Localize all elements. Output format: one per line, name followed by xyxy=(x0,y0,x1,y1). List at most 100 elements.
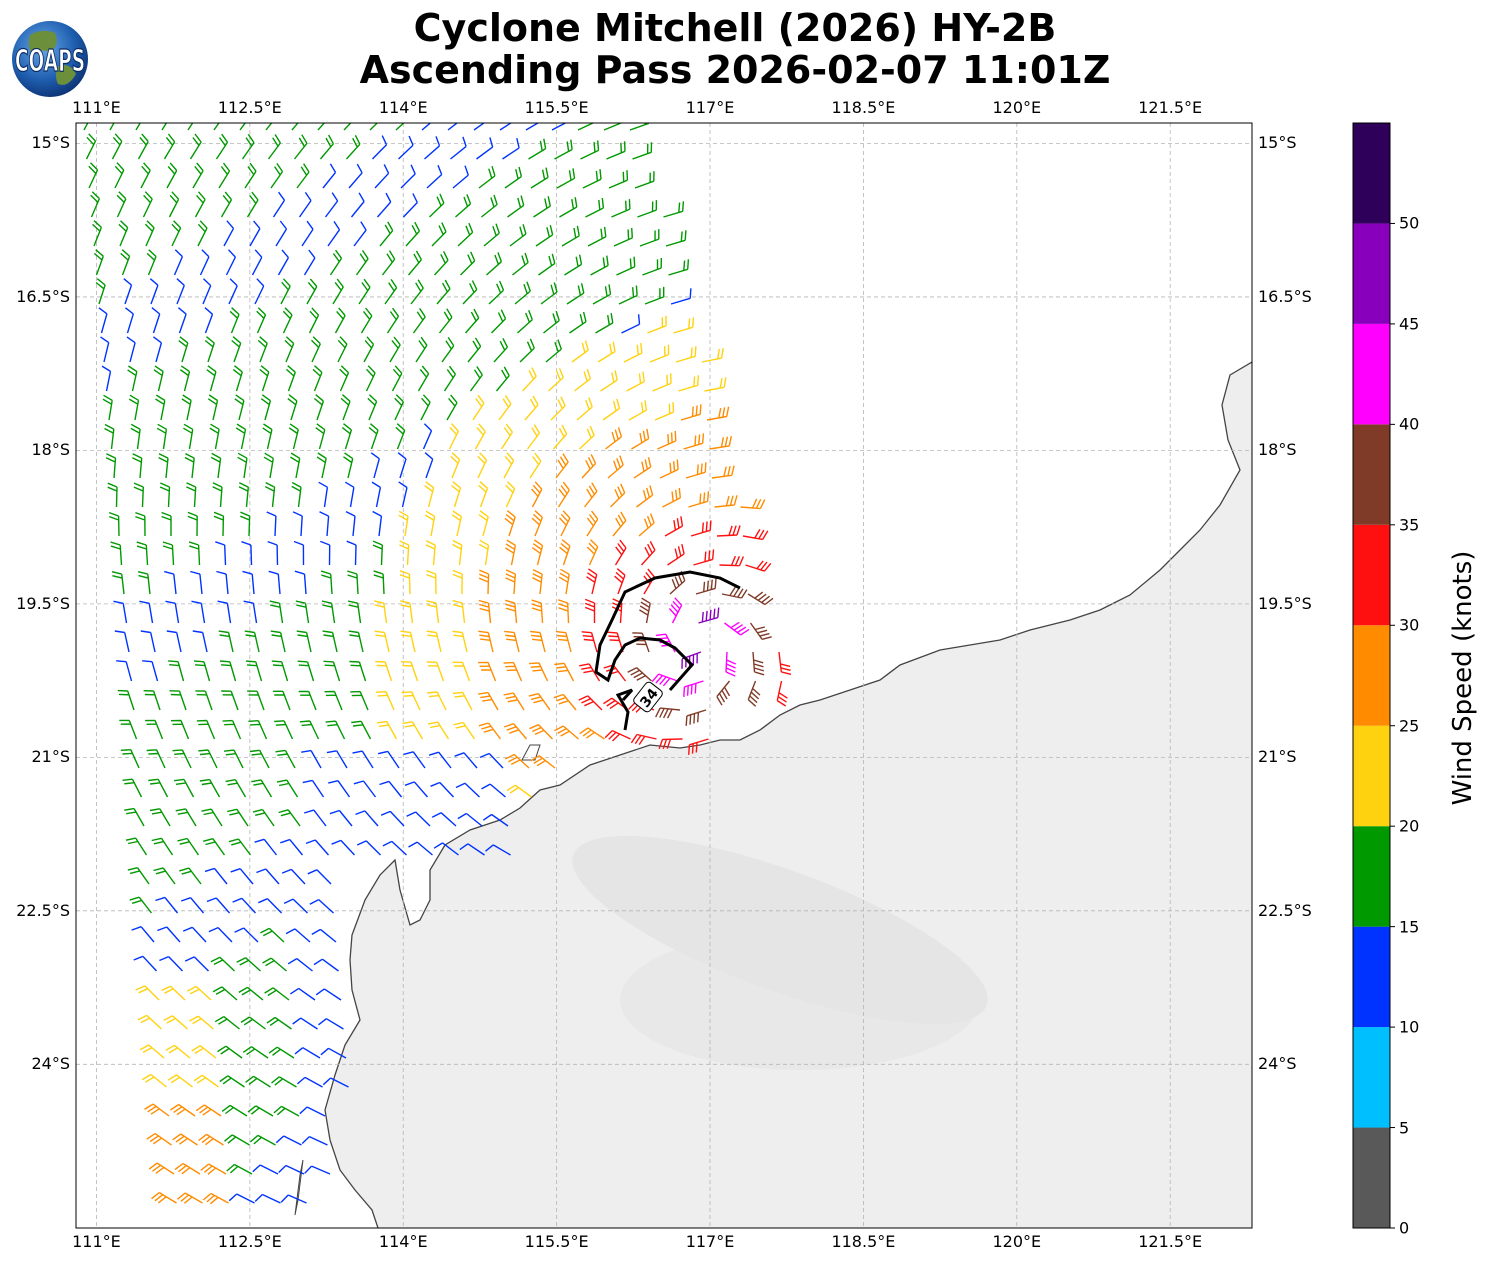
wind-barb xyxy=(612,511,627,537)
wind-barb xyxy=(252,1164,279,1175)
wind-barb xyxy=(604,729,631,742)
wind-barb xyxy=(168,191,180,218)
wind-barb xyxy=(343,452,354,479)
wind-barb xyxy=(603,697,629,711)
lon-tick-label-bottom: 111°E xyxy=(72,1232,121,1251)
wind-barb xyxy=(217,1045,243,1059)
wind-barb xyxy=(217,600,232,624)
wind-barb xyxy=(193,1074,219,1088)
wind-barb xyxy=(292,511,303,537)
wind-barb xyxy=(531,510,544,537)
wind-barb xyxy=(324,690,343,711)
wind-barb xyxy=(695,578,717,595)
wind-barb xyxy=(655,707,681,719)
wind-barb xyxy=(165,1044,191,1059)
wind-barb xyxy=(583,482,598,508)
wind-barb xyxy=(254,1193,281,1204)
wind-barb xyxy=(559,539,571,566)
wind-barb xyxy=(176,1192,203,1204)
wind-barb xyxy=(586,568,598,595)
wind-barb xyxy=(130,423,141,450)
wind-barb xyxy=(271,1076,297,1088)
wind-barb xyxy=(249,1134,276,1146)
wind-barb xyxy=(329,809,353,827)
wind-barb xyxy=(141,1073,167,1088)
wind-barb xyxy=(611,199,631,218)
colorbar-tick-label: 5 xyxy=(1399,1118,1410,1138)
wind-barb xyxy=(605,427,623,450)
lon-tick-label-top: 118.5°E xyxy=(831,98,896,117)
wind-barb xyxy=(204,307,214,334)
wind-barb xyxy=(405,221,421,247)
wind-barb xyxy=(118,220,129,247)
wind-barb xyxy=(358,278,371,305)
wind-barb xyxy=(376,720,398,740)
wind-barb xyxy=(417,365,430,392)
wind-barb xyxy=(531,539,544,566)
wind-barb xyxy=(174,778,195,798)
wind-barb xyxy=(312,365,323,392)
wind-barb xyxy=(433,250,449,276)
wind-barb xyxy=(478,539,490,566)
wind-barb xyxy=(608,170,629,189)
wind-barb xyxy=(556,168,576,189)
wind-barb xyxy=(505,569,516,595)
wind-barb xyxy=(149,808,171,827)
wind-barb xyxy=(256,868,280,885)
wind-barb xyxy=(569,311,587,334)
wind-barb xyxy=(110,541,123,566)
wind-barb xyxy=(438,308,453,334)
wind-barb xyxy=(191,1045,217,1059)
wind-barb xyxy=(240,1016,266,1030)
wind-barb xyxy=(306,278,318,305)
wind-barb xyxy=(400,630,416,653)
colorbar-segment xyxy=(1353,926,1390,1028)
wind-barb xyxy=(319,511,330,537)
wind-barb xyxy=(690,520,712,537)
wind-barb xyxy=(290,452,301,479)
wind-barb xyxy=(649,344,670,363)
wind-barb xyxy=(276,779,299,798)
wind-barb xyxy=(323,660,341,682)
wind-barb xyxy=(228,838,252,856)
wind-barb xyxy=(93,249,104,276)
wind-barb xyxy=(311,336,321,363)
wind-barb xyxy=(108,511,120,537)
wind-barb xyxy=(678,375,700,392)
wind-barb xyxy=(530,630,546,653)
wind-barb xyxy=(238,986,264,1001)
wind-barb xyxy=(698,607,720,624)
wind-barb xyxy=(102,394,113,421)
wind-barb xyxy=(207,394,219,421)
wind-barb xyxy=(221,690,239,711)
wind-barb xyxy=(426,164,443,189)
wind-barb xyxy=(243,600,258,624)
wind-barb xyxy=(127,867,150,885)
wind-barb xyxy=(616,256,636,276)
wind-barb xyxy=(241,133,255,160)
colorbar-frame xyxy=(1352,122,1391,1229)
wind-barb xyxy=(401,691,421,711)
wind-barb xyxy=(304,1165,331,1175)
wind-barb xyxy=(347,600,362,624)
wind-barb xyxy=(294,1047,321,1059)
wind-barb xyxy=(636,485,654,508)
wind-barb xyxy=(380,810,405,827)
wind-barb xyxy=(374,630,390,653)
wind-barb xyxy=(145,719,164,740)
wind-barb xyxy=(257,336,268,363)
wind-barb xyxy=(278,809,301,827)
wind-barb xyxy=(319,134,335,160)
wind-barb xyxy=(725,651,737,677)
wind-barb xyxy=(400,164,416,189)
wind-barb xyxy=(332,278,344,305)
wind-barb xyxy=(280,1194,307,1204)
lon-tick-label-top: 112.5°E xyxy=(217,98,282,117)
wind-barb xyxy=(644,286,665,305)
wind-barb xyxy=(538,253,556,276)
wind-barb xyxy=(577,123,595,131)
wind-barb xyxy=(242,570,255,595)
wind-barb xyxy=(316,452,327,479)
wind-barb xyxy=(446,394,458,421)
wind-barb xyxy=(623,342,643,363)
